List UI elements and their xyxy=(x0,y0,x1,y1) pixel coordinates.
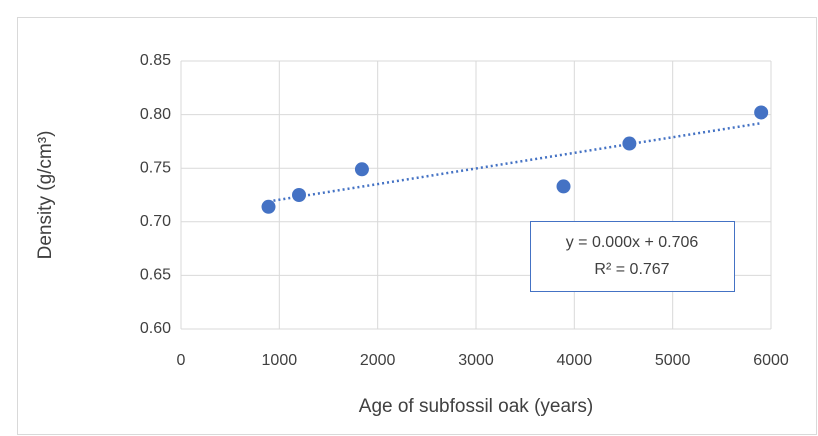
x-tick-label: 2000 xyxy=(360,352,396,369)
y-tick-label: 0.65 xyxy=(140,267,171,284)
point xyxy=(622,136,637,151)
x-tick-label: 4000 xyxy=(557,352,593,369)
y-tick-label: 0.70 xyxy=(140,213,171,230)
x-tick-label: 3000 xyxy=(458,352,494,369)
y-tick-label: 0.60 xyxy=(140,320,171,337)
x-tick-label: 5000 xyxy=(655,352,691,369)
x-tick-label: 1000 xyxy=(262,352,298,369)
y-tick-label: 0.85 xyxy=(140,52,171,69)
r-squared: R² = 0.767 xyxy=(594,261,669,278)
y-tick-label: 0.80 xyxy=(140,106,171,123)
y-tick-label: 0.75 xyxy=(140,159,171,176)
x-axis-title: Age of subfossil oak (years) xyxy=(359,396,593,417)
x-tick-label: 6000 xyxy=(753,352,789,369)
point xyxy=(354,162,369,177)
point xyxy=(292,188,306,202)
equation: y = 0.000x + 0.706 xyxy=(566,234,699,251)
y-axis-title: Density (g/cm³) xyxy=(35,131,56,260)
x-tick-label: 0 xyxy=(177,352,186,369)
point xyxy=(261,199,276,214)
point xyxy=(754,105,769,120)
trendline xyxy=(268,121,762,203)
equation-box xyxy=(530,221,735,292)
point xyxy=(556,179,571,194)
